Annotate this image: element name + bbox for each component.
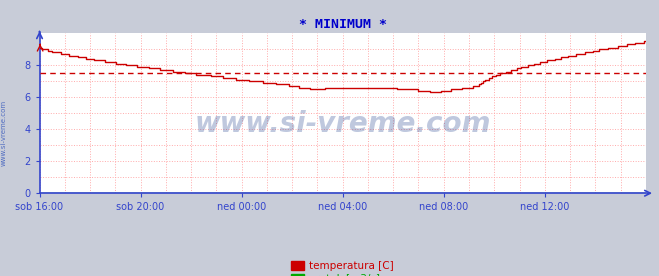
Legend: temperatura [C], pretok [m3/s]: temperatura [C], pretok [m3/s] [291,261,394,276]
Text: www.si-vreme.com: www.si-vreme.com [0,99,7,166]
Title: * MINIMUM *: * MINIMUM * [299,18,387,31]
Text: www.si-vreme.com: www.si-vreme.com [194,110,491,138]
